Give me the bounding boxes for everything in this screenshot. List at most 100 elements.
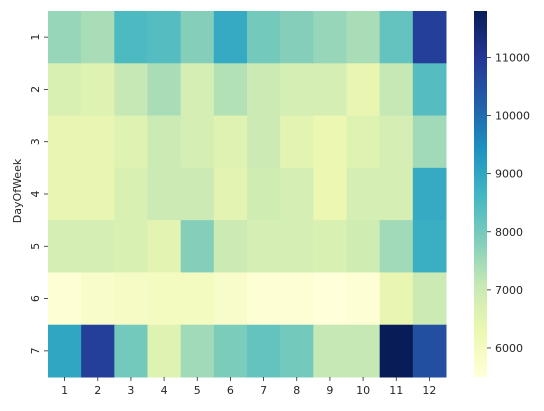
heatmap-cell xyxy=(313,115,347,169)
heatmap-cell xyxy=(213,220,248,273)
heatmap-cell xyxy=(379,220,414,273)
heatmap-cell xyxy=(247,220,281,273)
heatmap-cell xyxy=(247,115,281,169)
heatmap-cell xyxy=(313,167,347,221)
heatmap-cell xyxy=(280,167,314,221)
heatmap-cell xyxy=(114,11,148,64)
heatmap-cell xyxy=(114,324,148,378)
y-axis: 1 2 3 4 5 6 7 xyxy=(29,34,48,354)
heatmap-cell xyxy=(81,220,115,273)
heatmap-cell xyxy=(379,115,414,169)
heatmap-cells xyxy=(48,11,447,378)
heatmap-cell xyxy=(346,272,381,326)
heatmap-cell xyxy=(180,63,215,117)
heatmap-cell xyxy=(346,220,381,273)
y-tick-label: 3 xyxy=(29,138,42,145)
heatmap-cell xyxy=(412,272,447,326)
heatmap-cell xyxy=(280,272,314,326)
heatmap-cell xyxy=(114,63,148,117)
heatmap-cell xyxy=(180,11,215,64)
colorbar-tick-label: 6000 xyxy=(495,342,523,355)
x-tick-label: 3 xyxy=(127,384,134,397)
heatmap-cell xyxy=(280,63,314,117)
heatmap-cell xyxy=(313,220,347,273)
colorbar-ticks: 6000 7000 8000 9000 10000 11000 xyxy=(487,51,530,355)
heatmap-cell xyxy=(280,324,314,378)
x-tick-label: 5 xyxy=(194,384,201,397)
heatmap-cell xyxy=(48,11,82,64)
x-tick-label: 7 xyxy=(260,384,267,397)
x-tick-label: 6 xyxy=(227,384,234,397)
heatmap-cell xyxy=(280,11,314,64)
heatmap-cell xyxy=(346,115,381,169)
heatmap-cell xyxy=(114,220,148,273)
colorbar-tick-label: 11000 xyxy=(495,51,530,64)
heatmap-cell xyxy=(213,324,248,378)
heatmap-cell xyxy=(147,324,182,378)
x-tick-label: 11 xyxy=(389,384,403,397)
heatmap-cell xyxy=(48,167,82,221)
x-tick-label: 12 xyxy=(422,384,436,397)
colorbar-tick-label: 8000 xyxy=(495,226,523,239)
colorbar-tick-label: 7000 xyxy=(495,284,523,297)
x-tick-label: 10 xyxy=(356,384,370,397)
heatmap-cell xyxy=(180,167,215,221)
y-tick-label: 4 xyxy=(29,191,42,198)
y-tick-label: 5 xyxy=(29,243,42,250)
heatmap-cell xyxy=(313,272,347,326)
heatmap-cell xyxy=(114,167,148,221)
heatmap-cell xyxy=(412,324,447,378)
heatmap-cell xyxy=(147,11,182,64)
heatmap-cell xyxy=(147,272,182,326)
heatmap-cell xyxy=(313,324,347,378)
heatmap-cell xyxy=(213,115,248,169)
heatmap-cell xyxy=(313,63,347,117)
heatmap-cell xyxy=(247,63,281,117)
heatmap-cell xyxy=(81,272,115,326)
heatmap-cell xyxy=(48,115,82,169)
heatmap-cell xyxy=(247,324,281,378)
heatmap-cell xyxy=(247,272,281,326)
heatmap-cell xyxy=(379,272,414,326)
heatmap-cell xyxy=(48,63,82,117)
heatmap-cell xyxy=(379,167,414,221)
x-axis: 1 2 3 4 5 6 7 8 9 10 11 12 xyxy=(61,377,436,397)
heatmap-cell xyxy=(213,272,248,326)
heatmap-cell xyxy=(114,272,148,326)
y-tick-label: 2 xyxy=(29,86,42,93)
heatmap-cell xyxy=(412,63,447,117)
heatmap-cell xyxy=(346,63,381,117)
heatmap-cell xyxy=(213,63,248,117)
x-tick-label: 9 xyxy=(326,384,333,397)
y-axis-title: DayOfWeek xyxy=(11,158,24,223)
y-tick-label: 1 xyxy=(29,34,42,41)
heatmap-cell xyxy=(180,220,215,273)
heatmap-cell xyxy=(48,324,82,378)
heatmap-cell xyxy=(313,11,347,64)
colorbar-tick-label: 10000 xyxy=(495,110,530,123)
heatmap-cell xyxy=(147,220,182,273)
heatmap-cell xyxy=(180,115,215,169)
heatmap-cell xyxy=(81,11,115,64)
heatmap-cell xyxy=(180,324,215,378)
heatmap-cell xyxy=(346,324,381,378)
colorbar-tick-label: 9000 xyxy=(495,168,523,181)
heatmap-cell xyxy=(412,115,447,169)
heatmap-cell xyxy=(81,63,115,117)
heatmap-cell xyxy=(412,220,447,273)
heatmap-cell xyxy=(412,11,447,64)
y-tick-label: 7 xyxy=(29,347,42,354)
heatmap-cell xyxy=(48,272,82,326)
x-tick-label: 1 xyxy=(61,384,68,397)
heatmap-cell xyxy=(147,63,182,117)
heatmap-cell xyxy=(213,167,248,221)
heatmap-cell xyxy=(81,115,115,169)
heatmap-cell xyxy=(48,220,82,273)
heatmap-cell xyxy=(280,220,314,273)
heatmap-cell xyxy=(213,11,248,64)
heatmap-cell xyxy=(114,115,148,169)
x-tick-label: 4 xyxy=(161,384,168,397)
heatmap-cell xyxy=(346,167,381,221)
heatmap-cell xyxy=(81,324,115,378)
